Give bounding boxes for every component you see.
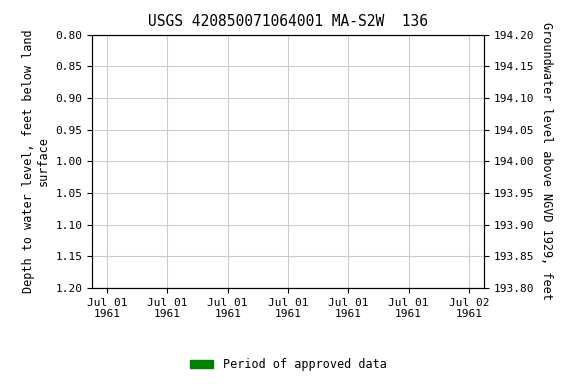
Y-axis label: Groundwater level above NGVD 1929, feet: Groundwater level above NGVD 1929, feet [540, 22, 552, 300]
Legend: Period of approved data: Period of approved data [185, 354, 391, 376]
Title: USGS 420850071064001 MA-S2W  136: USGS 420850071064001 MA-S2W 136 [148, 14, 428, 29]
Y-axis label: Depth to water level, feet below land
surface: Depth to water level, feet below land su… [22, 30, 50, 293]
